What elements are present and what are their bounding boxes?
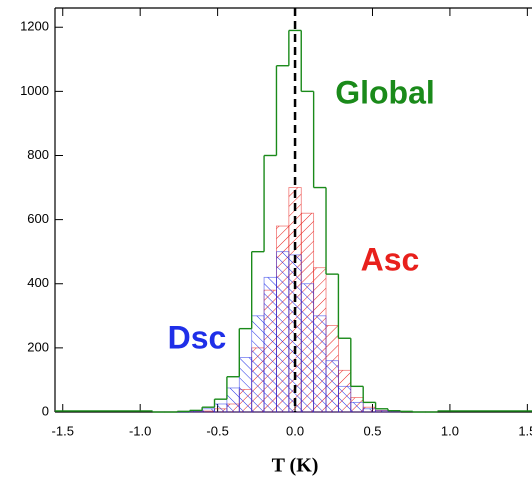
x-tick-label: -0.5 [206,423,228,438]
x-axis-label: T (K) [272,455,319,477]
histogram-bar [251,315,265,413]
x-tick-label: -1.5 [52,423,74,438]
histogram-bar [201,408,215,413]
y-tick-label: 800 [27,147,49,162]
histogram-bar [325,360,339,413]
y-tick-label: 1000 [20,83,49,98]
x-tick-label: -1.0 [129,423,151,438]
x-tick-label: 1.0 [441,423,459,438]
histogram-bar [214,403,228,413]
x-tick-label: 0.5 [363,423,381,438]
histogram-bar [263,276,277,413]
histogram-bar [338,385,352,413]
y-tick-label: 1200 [20,19,49,34]
histogram-bar [300,283,315,413]
y-tick-label: 400 [27,275,49,290]
histogram-bar [189,410,203,413]
y-tick-label: 600 [27,211,49,226]
legend-label: Dsc [168,319,227,355]
y-tick-label: 0 [42,403,49,418]
histogram-bar [362,408,376,413]
histogram-bar [276,251,290,413]
histogram-bar [350,401,364,413]
x-tick-label: 0.0 [286,423,304,438]
histogram-bar [238,357,253,413]
histogram-bar [375,410,389,413]
x-tick-label: 1.5 [518,423,532,438]
legend-label: Global [335,74,435,110]
histogram-bar [226,387,240,413]
y-tick-label: 200 [27,339,49,354]
legend-label: Asc [361,241,420,277]
histogram-bar [313,315,327,413]
